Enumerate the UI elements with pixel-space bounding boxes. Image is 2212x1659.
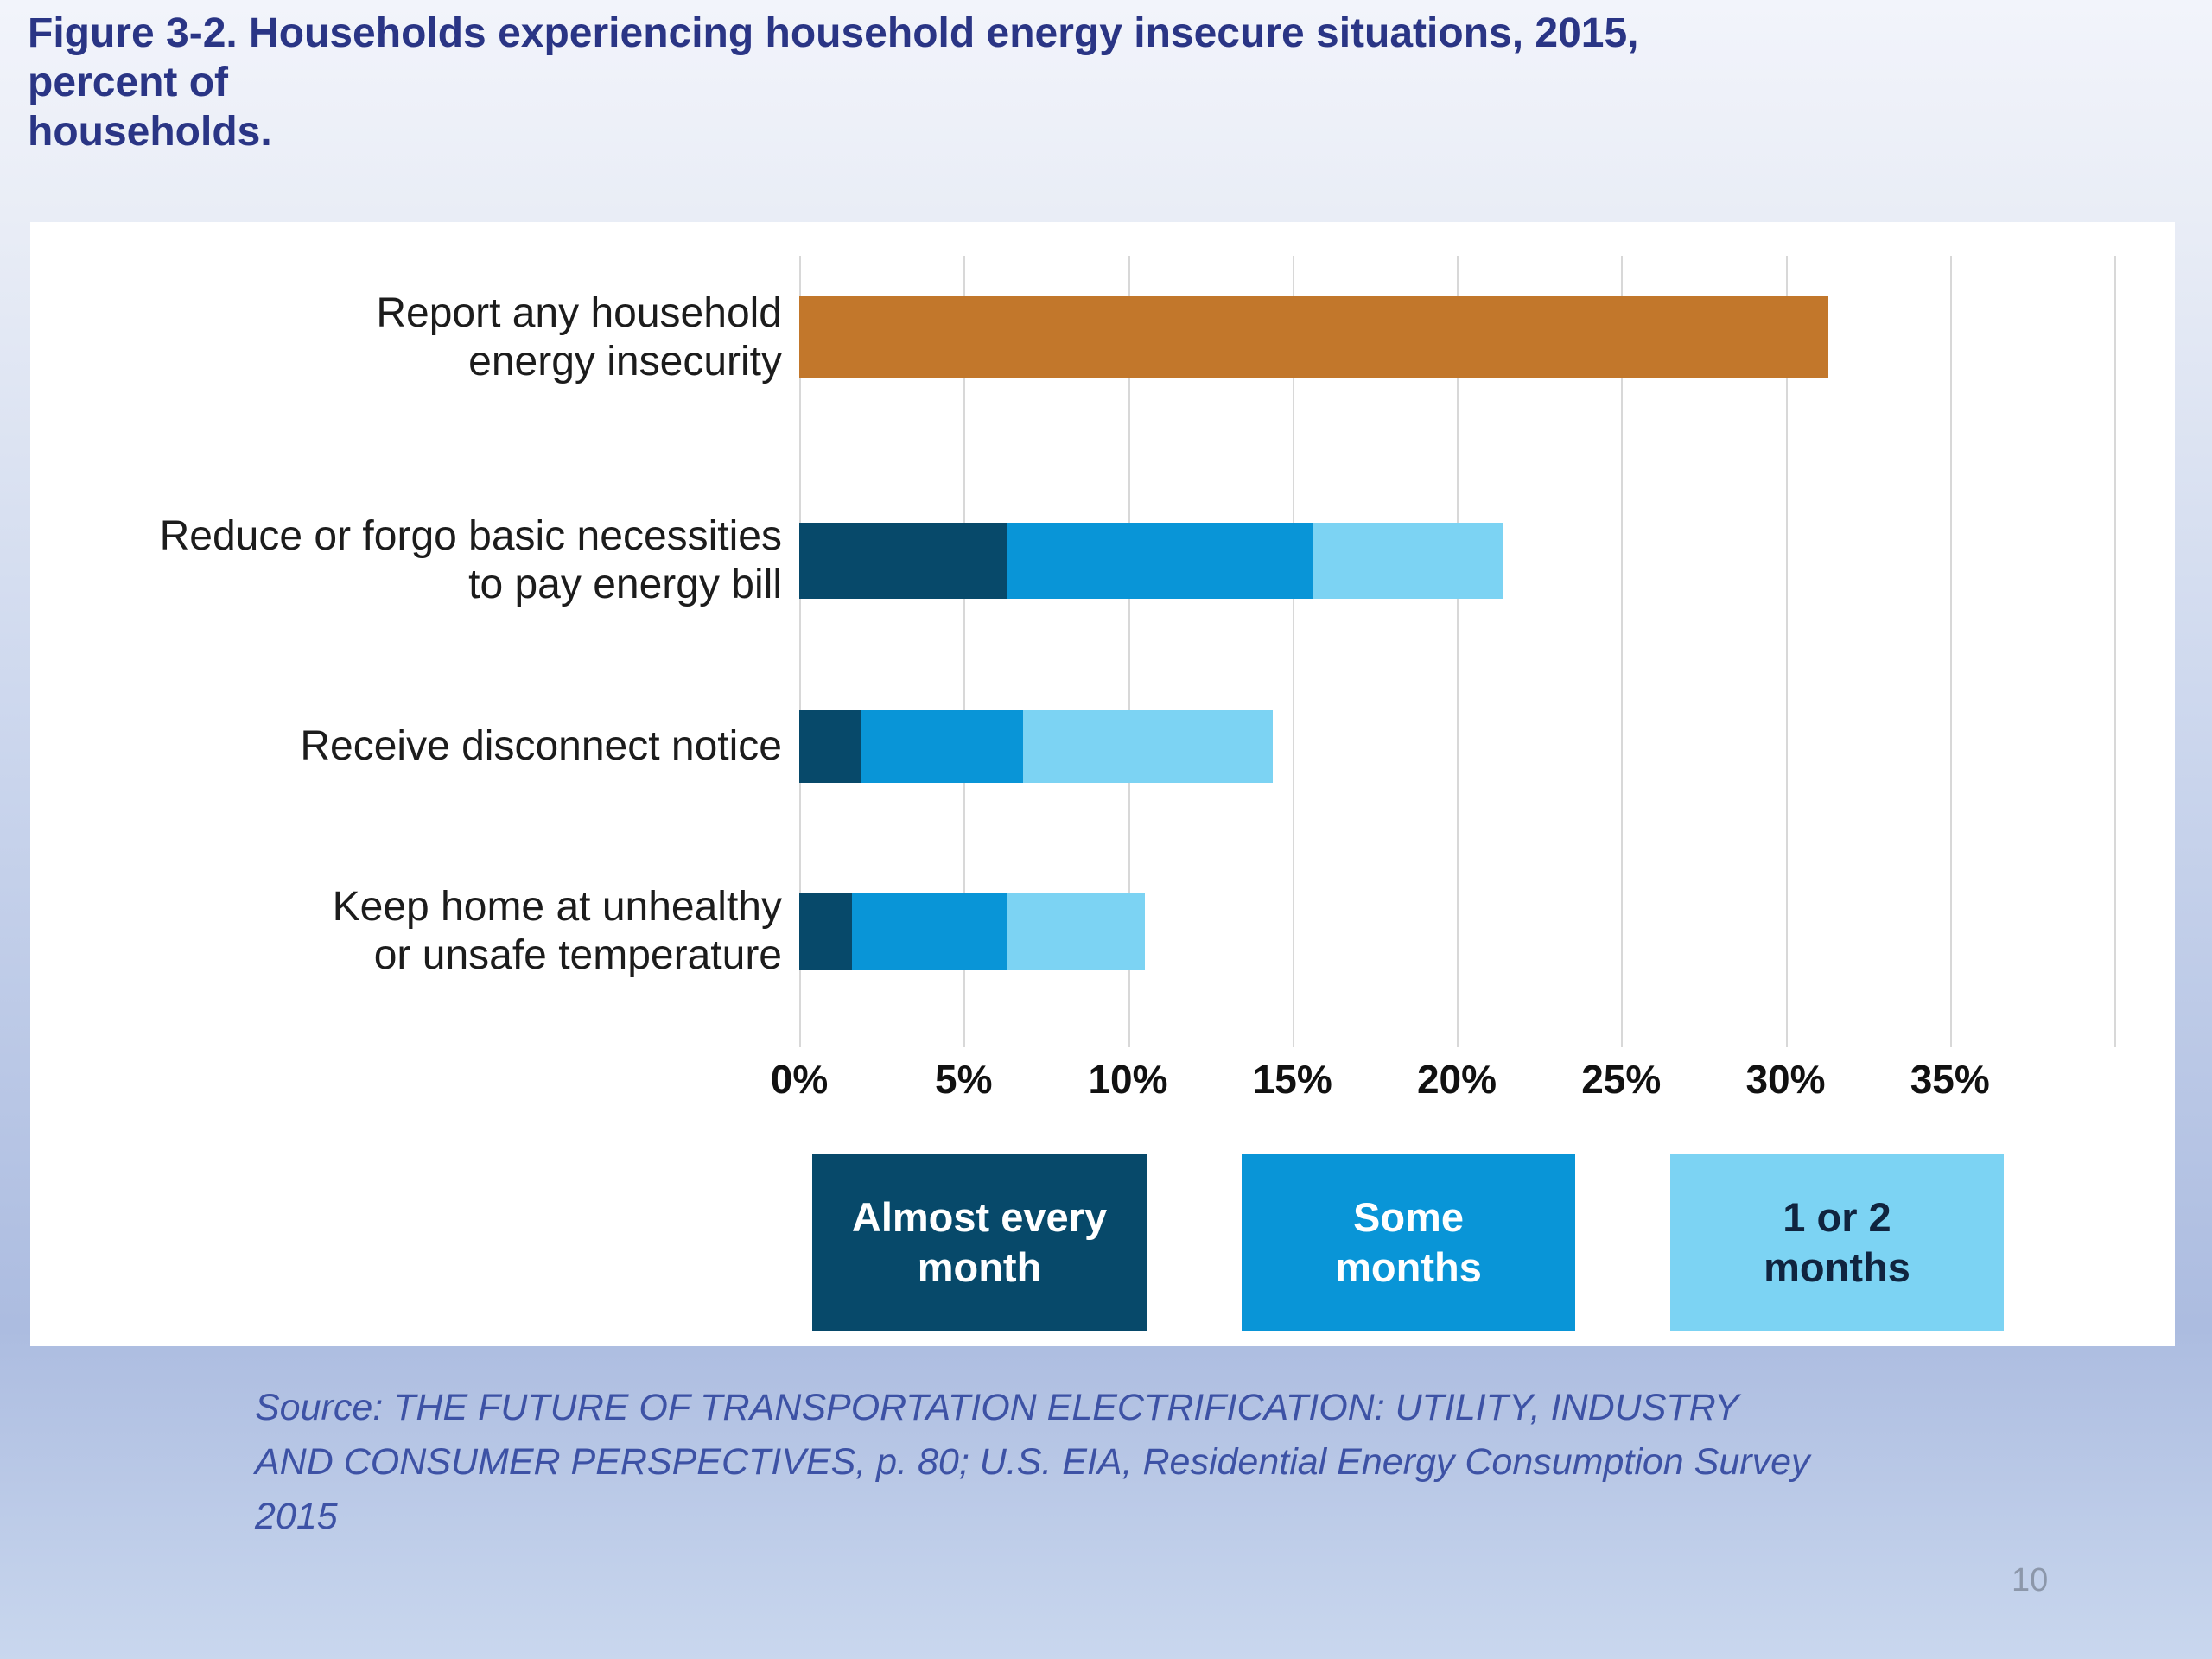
category-label-line: Keep home at unhealthy bbox=[332, 884, 782, 930]
bar-segment-one_or_two_months bbox=[1006, 893, 1145, 970]
legend-label-line: months bbox=[1335, 1244, 1482, 1290]
category-label-line: Receive disconnect notice bbox=[300, 723, 782, 769]
legend-label-line: 1 or 2 bbox=[1783, 1194, 1891, 1240]
x-axis-tick-label: 0% bbox=[770, 1057, 829, 1102]
bar-segment-almost_every_month bbox=[799, 893, 852, 970]
bar-segment-some_months bbox=[851, 893, 1007, 970]
figure-title-line: Figure 3-2. Households experiencing hous… bbox=[28, 10, 1639, 56]
gridline bbox=[1949, 256, 1952, 1047]
bar-segment-any_insecurity bbox=[799, 296, 1828, 378]
gridline bbox=[1621, 256, 1624, 1047]
category-label: Report any household energy insecurity bbox=[39, 269, 782, 407]
gridline bbox=[1457, 256, 1459, 1047]
bar-segment-one_or_two_months bbox=[1312, 523, 1503, 599]
gridline bbox=[799, 256, 801, 1047]
gridline bbox=[963, 256, 966, 1047]
gridline bbox=[2114, 256, 2116, 1047]
bar-segment-almost_every_month bbox=[799, 710, 862, 783]
gridline bbox=[1128, 256, 1130, 1047]
source-line: Source: THE FUTURE OF TRANSPORTATION ELE… bbox=[255, 1387, 1739, 1428]
category-label-line: or unsafe temperature bbox=[373, 932, 782, 978]
x-axis-tick-label: 10% bbox=[1088, 1057, 1168, 1102]
category-label: Keep home at unhealthy or unsafe temperat… bbox=[39, 862, 782, 1001]
x-axis-tick-label: 5% bbox=[935, 1057, 993, 1102]
page-number: 10 bbox=[2012, 1562, 2049, 1599]
x-axis-tick-label: 30% bbox=[1745, 1057, 1826, 1102]
category-label-line: Report any household bbox=[376, 289, 782, 336]
figure-title: Figure 3-2. Households experiencing hous… bbox=[28, 9, 1639, 156]
legend-label-line: month bbox=[917, 1244, 1042, 1290]
source-line: 2015 bbox=[255, 1496, 338, 1537]
legend-label-line: Some bbox=[1353, 1194, 1464, 1240]
gridline bbox=[1785, 256, 1788, 1047]
category-label: Receive disconnect notice bbox=[39, 677, 782, 816]
legend-label-line: Almost every bbox=[851, 1194, 1108, 1240]
bar-segment-some_months bbox=[861, 710, 1023, 783]
category-label-line: energy insecurity bbox=[468, 338, 782, 385]
gridline bbox=[1292, 256, 1294, 1047]
bar-segment-some_months bbox=[1006, 523, 1313, 599]
category-label-line: Reduce or forgo basic necessities bbox=[159, 513, 782, 559]
figure-title-line: percent of bbox=[28, 60, 229, 105]
bar-segment-one_or_two_months bbox=[1022, 710, 1273, 783]
x-axis-tick-label: 25% bbox=[1581, 1057, 1662, 1102]
x-axis-tick-label: 15% bbox=[1252, 1057, 1332, 1102]
source-citation: Source: THE FUTURE OF TRANSPORTATION ELE… bbox=[255, 1381, 1810, 1544]
x-axis-tick-label: 20% bbox=[1416, 1057, 1497, 1102]
figure-title-line: households. bbox=[28, 109, 272, 155]
category-label: Reduce or forgo basic necessities to pay … bbox=[39, 492, 782, 630]
category-label-line: to pay energy bill bbox=[468, 562, 782, 607]
bar-segment-almost_every_month bbox=[799, 523, 1007, 599]
legend-label-line: months bbox=[1764, 1244, 1910, 1290]
legend-item-some_months: Some months bbox=[1242, 1154, 1575, 1331]
legend-item-almost_every_month: Almost every month bbox=[812, 1154, 1147, 1331]
x-axis-tick-label: 35% bbox=[1910, 1057, 1990, 1102]
source-line: AND CONSUMER PERSPECTIVES, p. 80; U.S. E… bbox=[255, 1441, 1810, 1483]
legend-item-one_or_two_months: 1 or 2 months bbox=[1670, 1154, 2004, 1331]
